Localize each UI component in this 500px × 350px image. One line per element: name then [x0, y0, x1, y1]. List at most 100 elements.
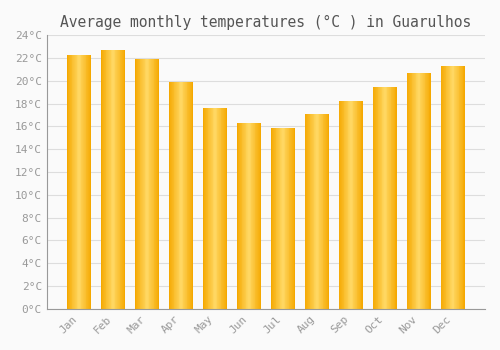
- Bar: [69, 55, 70, 309]
- Bar: [87, 55, 88, 309]
- Bar: [417, 73, 418, 309]
- Bar: [318, 114, 320, 309]
- Bar: [117, 50, 118, 309]
- Bar: [354, 102, 355, 309]
- Bar: [185, 82, 186, 309]
- Bar: [249, 123, 250, 309]
- Bar: [245, 123, 246, 309]
- Bar: [212, 108, 214, 309]
- Bar: [440, 66, 442, 309]
- Bar: [214, 108, 215, 309]
- Bar: [252, 123, 253, 309]
- Bar: [396, 86, 397, 309]
- Bar: [427, 73, 428, 309]
- Bar: [284, 128, 286, 309]
- Bar: [351, 102, 352, 309]
- Bar: [342, 102, 344, 309]
- Bar: [414, 73, 415, 309]
- Bar: [317, 114, 318, 309]
- Bar: [348, 102, 350, 309]
- Bar: [448, 66, 449, 309]
- Bar: [454, 66, 456, 309]
- Bar: [136, 59, 137, 309]
- Bar: [246, 123, 248, 309]
- Bar: [256, 123, 257, 309]
- Bar: [118, 50, 120, 309]
- Bar: [143, 59, 144, 309]
- Bar: [219, 108, 220, 309]
- Bar: [139, 59, 140, 309]
- Bar: [178, 82, 180, 309]
- Bar: [412, 73, 413, 309]
- Bar: [418, 73, 419, 309]
- Bar: [240, 123, 241, 309]
- Bar: [344, 102, 345, 309]
- Bar: [313, 114, 314, 309]
- Bar: [74, 55, 75, 309]
- Bar: [208, 108, 209, 309]
- Bar: [277, 128, 278, 309]
- Bar: [452, 66, 453, 309]
- Bar: [150, 59, 151, 309]
- Bar: [244, 123, 245, 309]
- Bar: [416, 73, 417, 309]
- Bar: [254, 123, 256, 309]
- Bar: [88, 55, 89, 309]
- Bar: [110, 50, 112, 309]
- Bar: [311, 114, 312, 309]
- Bar: [309, 114, 310, 309]
- Bar: [142, 59, 143, 309]
- Bar: [385, 86, 386, 309]
- Bar: [182, 82, 184, 309]
- Bar: [282, 128, 283, 309]
- Bar: [390, 86, 392, 309]
- Bar: [108, 50, 109, 309]
- Bar: [304, 114, 306, 309]
- Bar: [287, 128, 288, 309]
- Bar: [306, 114, 307, 309]
- Bar: [181, 82, 182, 309]
- Bar: [420, 73, 422, 309]
- Bar: [253, 123, 254, 309]
- Bar: [272, 128, 273, 309]
- Bar: [71, 55, 72, 309]
- Bar: [218, 108, 219, 309]
- Bar: [239, 123, 240, 309]
- Bar: [260, 123, 261, 309]
- Bar: [321, 114, 322, 309]
- Bar: [184, 82, 185, 309]
- Bar: [310, 114, 311, 309]
- Bar: [174, 82, 176, 309]
- Bar: [114, 50, 116, 309]
- Bar: [443, 66, 444, 309]
- Bar: [356, 102, 358, 309]
- Bar: [393, 86, 394, 309]
- Bar: [215, 108, 216, 309]
- Bar: [428, 73, 430, 309]
- Bar: [205, 108, 206, 309]
- Bar: [113, 50, 114, 309]
- Bar: [270, 128, 272, 309]
- Bar: [278, 128, 279, 309]
- Bar: [415, 73, 416, 309]
- Bar: [170, 82, 171, 309]
- Bar: [248, 123, 249, 309]
- Bar: [430, 73, 431, 309]
- Bar: [80, 55, 82, 309]
- Bar: [340, 102, 341, 309]
- Bar: [202, 108, 203, 309]
- Bar: [406, 73, 408, 309]
- Bar: [124, 50, 125, 309]
- Bar: [446, 66, 447, 309]
- Bar: [241, 123, 242, 309]
- Bar: [209, 108, 210, 309]
- Bar: [461, 66, 462, 309]
- Bar: [413, 73, 414, 309]
- Bar: [134, 59, 136, 309]
- Bar: [101, 50, 102, 309]
- Bar: [274, 128, 275, 309]
- Bar: [79, 55, 80, 309]
- Bar: [294, 128, 295, 309]
- Bar: [148, 59, 150, 309]
- Bar: [338, 102, 340, 309]
